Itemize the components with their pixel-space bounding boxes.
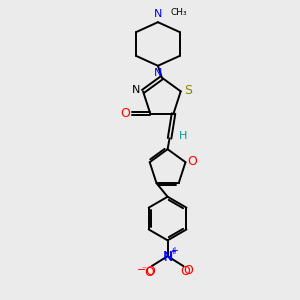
Text: +: + [169, 246, 178, 256]
Text: S: S [184, 84, 192, 97]
Text: N: N [154, 9, 162, 19]
Text: N: N [154, 68, 162, 78]
Text: O: O [188, 155, 197, 168]
Text: O: O [181, 265, 190, 278]
Text: O: O [144, 266, 154, 278]
Text: ⁻: ⁻ [141, 265, 146, 275]
Text: N: N [132, 85, 140, 95]
Text: O: O [121, 107, 130, 120]
Text: H: H [179, 131, 188, 141]
Text: N: N [164, 251, 173, 264]
Text: +: + [169, 247, 176, 256]
Text: N: N [163, 250, 172, 263]
Text: O: O [145, 265, 155, 278]
Text: −: − [137, 265, 146, 275]
Text: CH₃: CH₃ [171, 8, 188, 17]
Text: O: O [184, 264, 193, 277]
